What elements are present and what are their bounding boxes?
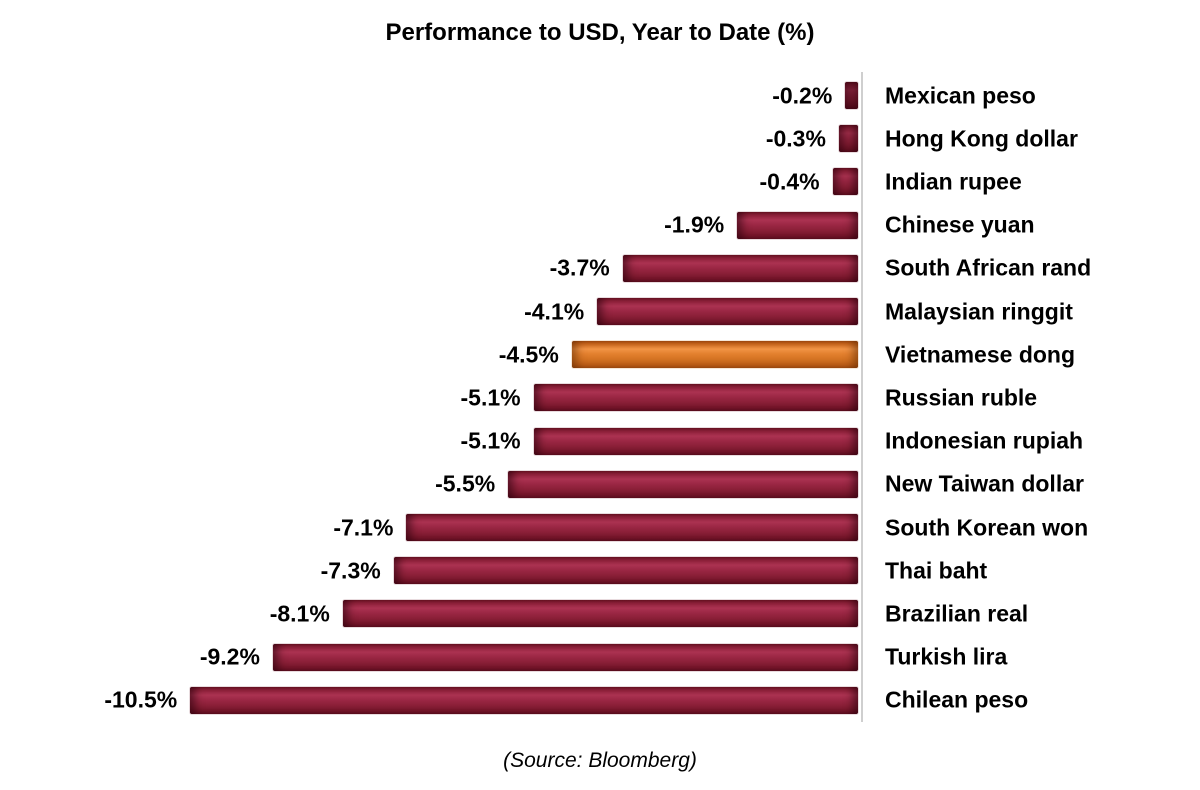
bar-value-label: -7.1%: [333, 514, 394, 540]
bar: [737, 211, 858, 239]
bar-value-label: -1.9%: [664, 211, 725, 238]
bar-category-label: Mexican peso: [885, 82, 1036, 108]
bar-category-label: Hong Kong dollar: [885, 125, 1078, 152]
bar: [342, 600, 858, 628]
bar-value-label: -3.7%: [549, 254, 610, 281]
bar-category-label: New Taiwan dollar: [885, 470, 1084, 497]
bar-value-label: -0.4%: [759, 168, 820, 195]
bar-category-label: Vietnamese dong: [885, 341, 1076, 368]
bar: [508, 470, 858, 498]
bar-value-label: -4.1%: [524, 298, 585, 324]
bar: [597, 298, 858, 325]
bar-category-label: Indian rupee: [885, 168, 1022, 195]
bar-category-label: Chinese yuan: [885, 211, 1035, 238]
bar-category-label: Turkish lira: [885, 643, 1008, 670]
bar: [838, 125, 858, 153]
bar-value-label: -0.3%: [765, 125, 826, 152]
bar-category-label: South African rand: [885, 254, 1092, 281]
bar: [533, 427, 858, 455]
bar-category-label: Malaysian ringgit: [885, 298, 1073, 324]
bar: [832, 168, 858, 196]
bar-category-label: South Korean won: [885, 514, 1089, 540]
bar-category-label: Brazilian real: [885, 600, 1029, 627]
bar: [845, 82, 858, 109]
bar-value-label: -7.3%: [320, 557, 381, 584]
bar: [406, 514, 858, 541]
bar: [393, 557, 858, 585]
bar-highlighted: [571, 341, 858, 369]
bar: [622, 254, 858, 282]
bar-value-label: -4.5%: [498, 341, 559, 368]
bar-category-label: Russian ruble: [885, 384, 1038, 411]
bar: [190, 686, 858, 714]
bar-value-label: -5.5%: [435, 470, 496, 497]
bar-category-label: Thai baht: [885, 557, 988, 584]
bar-value-label: -0.2%: [772, 82, 833, 108]
bar-value-label: -10.5%: [104, 686, 178, 713]
bar: [272, 643, 858, 671]
chart-title: Performance to USD, Year to Date (%): [385, 19, 815, 46]
bar-category-label: Chilean peso: [885, 686, 1029, 713]
bar: [533, 384, 858, 412]
bar-value-label: -9.2%: [199, 643, 260, 670]
bar-value-label: -5.1%: [460, 384, 521, 411]
source-note: (Source: Bloomberg): [503, 749, 697, 772]
bar-category-label: Indonesian rupiah: [885, 427, 1084, 454]
baseline-axis: [861, 72, 863, 722]
bar-value-label: -5.1%: [460, 427, 521, 454]
bar-value-label: -8.1%: [269, 600, 330, 627]
